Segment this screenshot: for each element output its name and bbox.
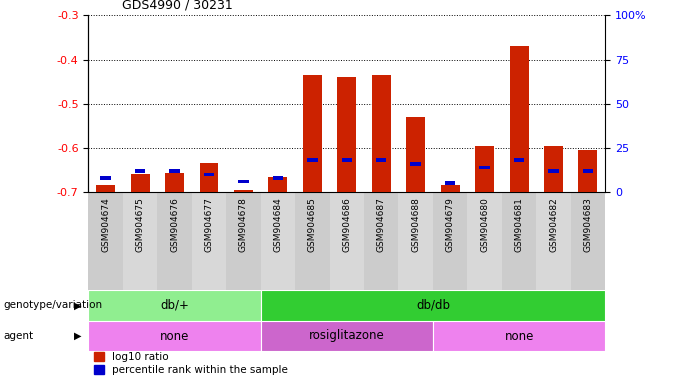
Bar [101,176,111,180]
Bar [467,192,502,290]
Text: GSM904678: GSM904678 [239,197,248,252]
Text: ▶: ▶ [74,300,82,310]
Bar [273,176,283,180]
Bar [406,117,425,192]
Bar [131,174,150,192]
Bar [269,177,288,192]
Bar [364,192,398,290]
Bar [433,321,605,351]
Bar [307,159,318,162]
Text: GSM904680: GSM904680 [480,197,489,252]
Bar [433,192,467,290]
Bar [441,185,460,192]
Text: db/+: db/+ [160,299,189,312]
Bar [341,159,352,162]
Bar [337,77,356,192]
Bar [475,146,494,192]
Bar [88,192,123,290]
Bar [157,192,192,290]
Text: GSM904675: GSM904675 [135,197,145,252]
Bar [479,166,490,169]
Text: GSM904686: GSM904686 [342,197,352,252]
Bar [502,192,537,290]
Bar [376,159,386,162]
Bar [192,192,226,290]
Text: db/db: db/db [416,299,450,312]
Bar [234,190,253,192]
Bar [260,321,433,351]
Bar [509,46,528,192]
Text: agent: agent [3,331,33,341]
Text: GSM904688: GSM904688 [411,197,420,252]
Bar [544,146,563,192]
Bar [238,180,249,183]
Text: genotype/variation: genotype/variation [3,300,103,310]
Text: none: none [160,329,189,343]
Bar [579,150,598,192]
Bar [571,192,605,290]
Text: GDS4990 / 30231: GDS4990 / 30231 [122,0,233,12]
Bar [165,174,184,192]
Bar [537,192,571,290]
Text: GSM904683: GSM904683 [583,197,592,252]
Bar [398,192,433,290]
Text: GSM904679: GSM904679 [445,197,455,252]
Bar [226,192,260,290]
Bar [204,172,214,176]
Bar [169,169,180,172]
Text: none: none [505,329,534,343]
Bar [548,169,559,172]
Bar [372,75,391,192]
Text: GSM904676: GSM904676 [170,197,179,252]
Bar [199,163,218,192]
Text: GSM904684: GSM904684 [273,197,282,252]
Text: ▶: ▶ [74,331,82,341]
Text: GSM904682: GSM904682 [549,197,558,252]
Bar [135,169,146,172]
Bar [123,192,157,290]
Bar [295,192,330,290]
Bar [88,321,260,351]
Text: GSM904681: GSM904681 [515,197,524,252]
Bar [514,159,524,162]
Text: rosiglitazone: rosiglitazone [309,329,385,343]
Bar [96,185,115,192]
Bar [303,75,322,192]
Bar [260,290,605,321]
Bar [88,290,260,321]
Text: GSM904674: GSM904674 [101,197,110,252]
Bar [330,192,364,290]
Bar [411,162,421,166]
Bar [445,181,456,185]
Text: GSM904677: GSM904677 [205,197,214,252]
Text: GSM904687: GSM904687 [377,197,386,252]
Bar [583,169,593,172]
Bar [260,192,295,290]
Text: GSM904685: GSM904685 [308,197,317,252]
Legend: log10 ratio, percentile rank within the sample: log10 ratio, percentile rank within the … [94,352,288,375]
